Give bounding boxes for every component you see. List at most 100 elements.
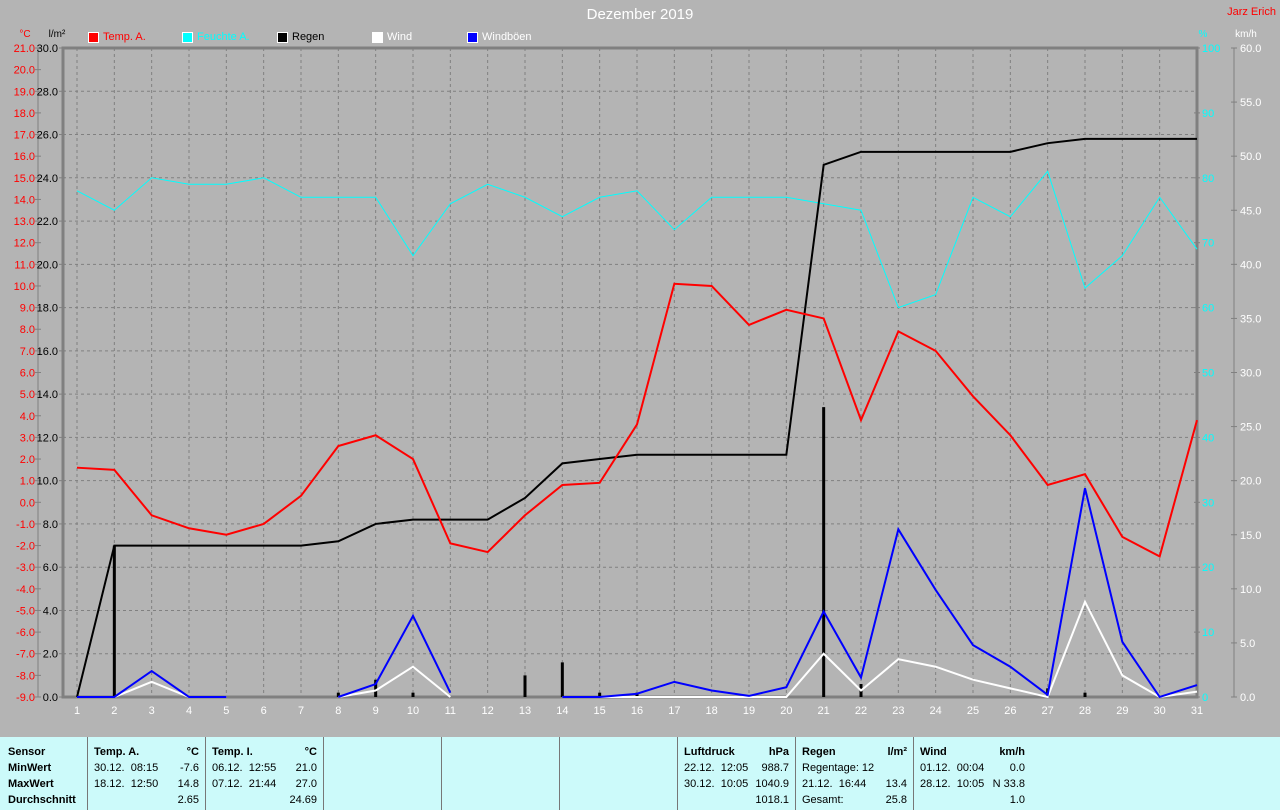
series-line-wind — [562, 599, 1198, 699]
x-tick-label: 29 — [1116, 705, 1128, 717]
x-tick-label: 21 — [818, 705, 830, 717]
wind-tick-label: 40.0 — [1240, 259, 1261, 271]
wind-tick-label: 60.0 — [1240, 43, 1261, 55]
rain-tick-label: 28.0 — [37, 86, 58, 98]
x-tick-label: 16 — [631, 705, 643, 717]
table-cell: Regentage: 12 — [802, 762, 875, 774]
rain-tick-label: 24.0 — [37, 173, 58, 185]
rain-tick-label: 26.0 — [37, 130, 58, 142]
wind-tick-label: 5.0 — [1240, 638, 1255, 650]
table-cell: Temp. I. — [212, 746, 253, 758]
wind-tick-label: 55.0 — [1240, 97, 1261, 109]
x-tick-label: 19 — [743, 705, 755, 717]
x-tick-label: 20 — [780, 705, 792, 717]
table-cell-row: 18.12. 12:50 14.8 — [87, 776, 205, 792]
temp-tick-label: -2.0 — [16, 541, 35, 553]
series-line-windb-en — [77, 669, 227, 698]
x-tick-label: 7 — [298, 705, 304, 717]
temp-tick-label: 16.0 — [14, 151, 35, 163]
table-cell-row: Regentage: 12 — [795, 760, 913, 776]
x-tick-label: 14 — [556, 705, 568, 717]
table-cell-row: 30.12. 08:15 -7.6 — [87, 760, 205, 776]
table-column: Temp. A. °C 30.12. 08:15 -7.6 18.12. 12:50 14… — [87, 737, 205, 810]
temp-tick-label: -9.0 — [16, 692, 35, 704]
table-divider — [87, 737, 205, 810]
rain-unit-label: l/m² — [49, 29, 66, 40]
table-cell-row: Regen l/m² — [795, 744, 913, 760]
humidity-tick-label: 60 — [1202, 303, 1214, 315]
table-cell: 1018.1 — [755, 794, 789, 806]
x-tick-label: 31 — [1191, 705, 1203, 717]
table-divider — [205, 737, 323, 810]
series-line-temp-a- — [76, 282, 1198, 558]
rain-tick-label: 18.0 — [37, 303, 58, 315]
humidity-tick-label: 0 — [1202, 692, 1208, 704]
x-tick-label: 22 — [855, 705, 867, 717]
wind-unit-label: km/h — [1235, 29, 1257, 40]
table-cell: 07.12. 21:44 — [212, 778, 277, 790]
label-max: MaxWert — [8, 778, 54, 790]
temp-tick-label: -3.0 — [16, 562, 35, 574]
humidity-tick-label: 80 — [1202, 173, 1214, 185]
series-line-wind — [338, 665, 451, 698]
table-divider — [677, 737, 795, 810]
table-column: Luftdruck hPa 22.12. 12:05 988.7 30.12. 10:0… — [677, 737, 795, 810]
x-tick-label: 23 — [892, 705, 904, 717]
humidity-tick-label: 90 — [1202, 108, 1214, 120]
table-divider — [559, 737, 677, 810]
table-cell: 1.0 — [1009, 794, 1025, 806]
table-cell-row: 28.12. 10:05 N 33.8 — [913, 776, 1031, 792]
series-line-windb-en — [562, 488, 1198, 699]
table-cell-row: 06.12. 12:55 21.0 — [205, 760, 323, 776]
rain-tick-label: 10.0 — [37, 476, 58, 488]
legend-swatch — [277, 31, 288, 43]
legend-humidity: Feuchte A. — [182, 31, 250, 43]
table-cell-row: 30.12. 10:05 1040.9 — [677, 776, 795, 792]
label-min: MinWert — [8, 762, 52, 774]
table-cell: 1040.9 — [755, 778, 789, 790]
rain-tick-label: 12.0 — [37, 432, 58, 444]
table-cell: Temp. A. — [94, 746, 140, 758]
author-label: Jarz Erich — [1227, 6, 1276, 18]
table-cell: 988.7 — [761, 762, 789, 774]
humidity-tick-label: 30 — [1202, 497, 1214, 509]
wind-tick-label: 50.0 — [1240, 151, 1261, 163]
table-cell: Gesamt: — [802, 794, 844, 806]
x-tick-label: 3 — [149, 705, 155, 717]
table-cell: 22.12. 12:05 — [684, 762, 749, 774]
wind-tick-label: 15.0 — [1240, 530, 1261, 542]
table-cell: 30.12. 10:05 — [684, 778, 749, 790]
label-sensor: Sensor — [8, 746, 46, 758]
table-cell: 2.65 — [177, 794, 199, 806]
legend-label: Temp. A. — [103, 31, 146, 43]
humidity-tick-label: 20 — [1202, 562, 1214, 574]
rain-tick-label: 0.0 — [43, 692, 58, 704]
legend-wind: Wind — [372, 31, 412, 43]
x-tick-label: 11 — [445, 705, 456, 717]
table-cell-row: 1.0 — [913, 792, 1031, 808]
table-cell: Regen — [802, 746, 836, 758]
table-cell: 18.12. 12:50 — [94, 778, 159, 790]
temp-tick-label: 14.0 — [14, 194, 35, 206]
temp-tick-label: 20.0 — [14, 65, 35, 77]
table-cell: km/h — [999, 746, 1025, 758]
temp-tick-label: 15.0 — [14, 173, 35, 185]
legend-label: Wind — [387, 31, 413, 43]
table-cell: 21.0 — [295, 762, 317, 774]
table-cell: -7.6 — [180, 762, 199, 774]
series-line-regen — [76, 137, 1197, 698]
rain-tick-label: 22.0 — [37, 216, 58, 228]
x-tick-label: 2 — [111, 705, 117, 717]
x-tick-label: 5 — [223, 705, 229, 717]
temp-tick-label: 11.0 — [14, 259, 35, 271]
table-divider — [323, 737, 441, 810]
x-tick-label: 12 — [482, 705, 494, 717]
temp-tick-label: -7.0 — [16, 649, 35, 661]
x-tick-label: 28 — [1079, 705, 1091, 717]
table-cell-row: 21.12. 16:44 13.4 — [795, 776, 913, 792]
x-tick-label: 9 — [373, 705, 379, 717]
temp-tick-label: 2.0 — [20, 454, 35, 466]
humidity-tick-label: 10 — [1202, 627, 1214, 639]
table-cell: 27.0 — [295, 778, 317, 790]
table-column: Temp. I. °C 06.12. 12:55 21.0 07.12. 21:44 27… — [205, 737, 323, 810]
